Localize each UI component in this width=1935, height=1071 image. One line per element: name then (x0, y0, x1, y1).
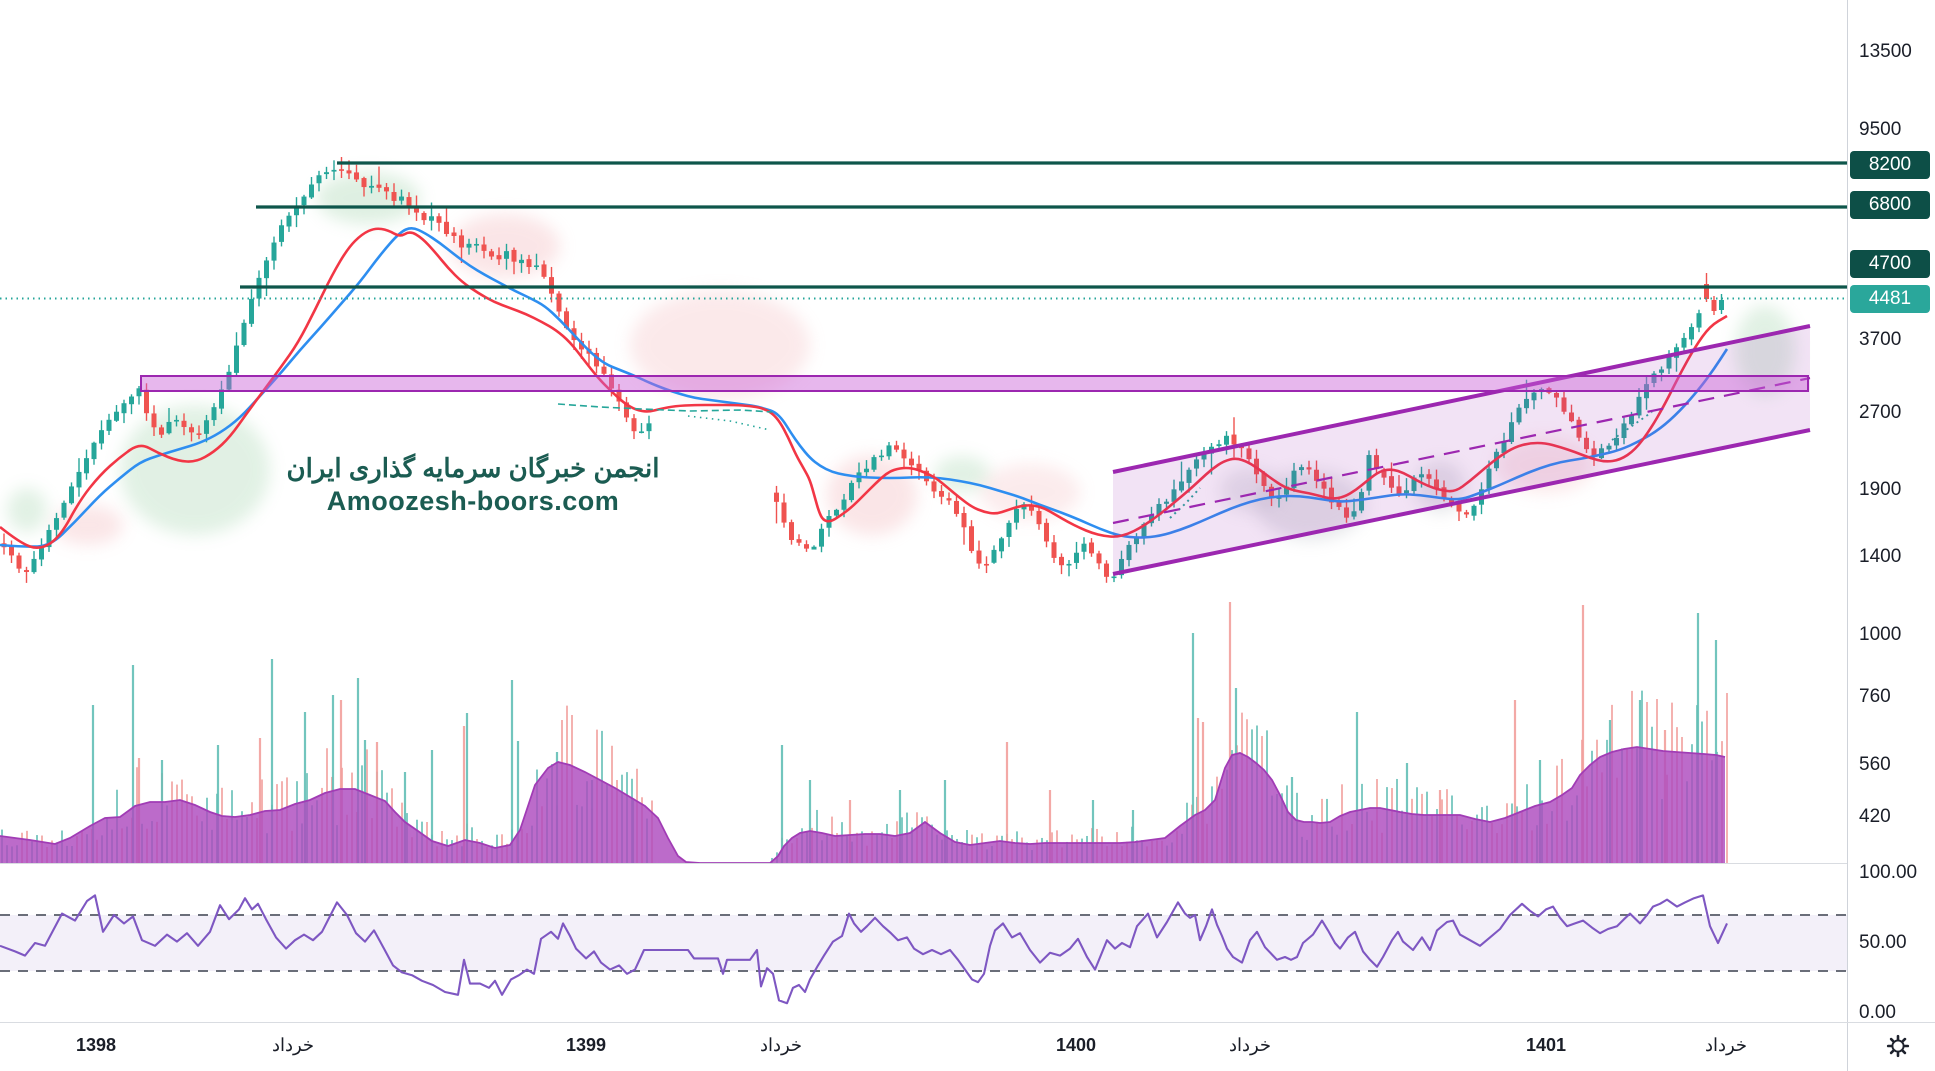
price-axis-label: 100.00 (1859, 862, 1918, 883)
time-axis-label: خرداد (1704, 1035, 1748, 1055)
price-badge: 4481 (1850, 285, 1930, 313)
time-axis-label: 1399 (565, 1035, 607, 1055)
time-axis-label: خرداد (1228, 1035, 1272, 1055)
price-axis-label: 1900 (1859, 479, 1902, 500)
price-axis-label: 9500 (1859, 119, 1902, 140)
price-badge: 8200 (1850, 151, 1930, 179)
price-axis-label: 3700 (1859, 329, 1902, 350)
price-axis-separator (1847, 0, 1848, 1071)
time-axis-label: 1398 (75, 1035, 117, 1055)
price-badge: 4700 (1850, 250, 1930, 278)
price-axis-label: 1000 (1859, 624, 1902, 645)
time-axis-label: خرداد (271, 1035, 315, 1055)
price-axis-label: 1400 (1859, 546, 1902, 567)
price-axis-label: 560 (1859, 754, 1891, 775)
time-axis-label: 1400 (1055, 1035, 1097, 1055)
price-axis-label: 2700 (1859, 402, 1902, 423)
price-axis-label: 420 (1859, 806, 1891, 827)
gear-icon (1886, 1034, 1910, 1058)
time-axis-label: 1401 (1525, 1035, 1567, 1055)
time-axis-label: خرداد (759, 1035, 803, 1055)
settings-button[interactable] (1878, 1030, 1918, 1062)
price-badge: 6800 (1850, 191, 1930, 219)
price-axis-label: 50.00 (1859, 932, 1907, 953)
time-axis-separator (0, 1022, 1935, 1023)
price-axis-label: 13500 (1859, 41, 1912, 62)
pane-separator-volume-rsi (0, 863, 1847, 864)
price-axis-label: 0.00 (1859, 1002, 1896, 1023)
price-axis-label: 760 (1859, 686, 1891, 707)
